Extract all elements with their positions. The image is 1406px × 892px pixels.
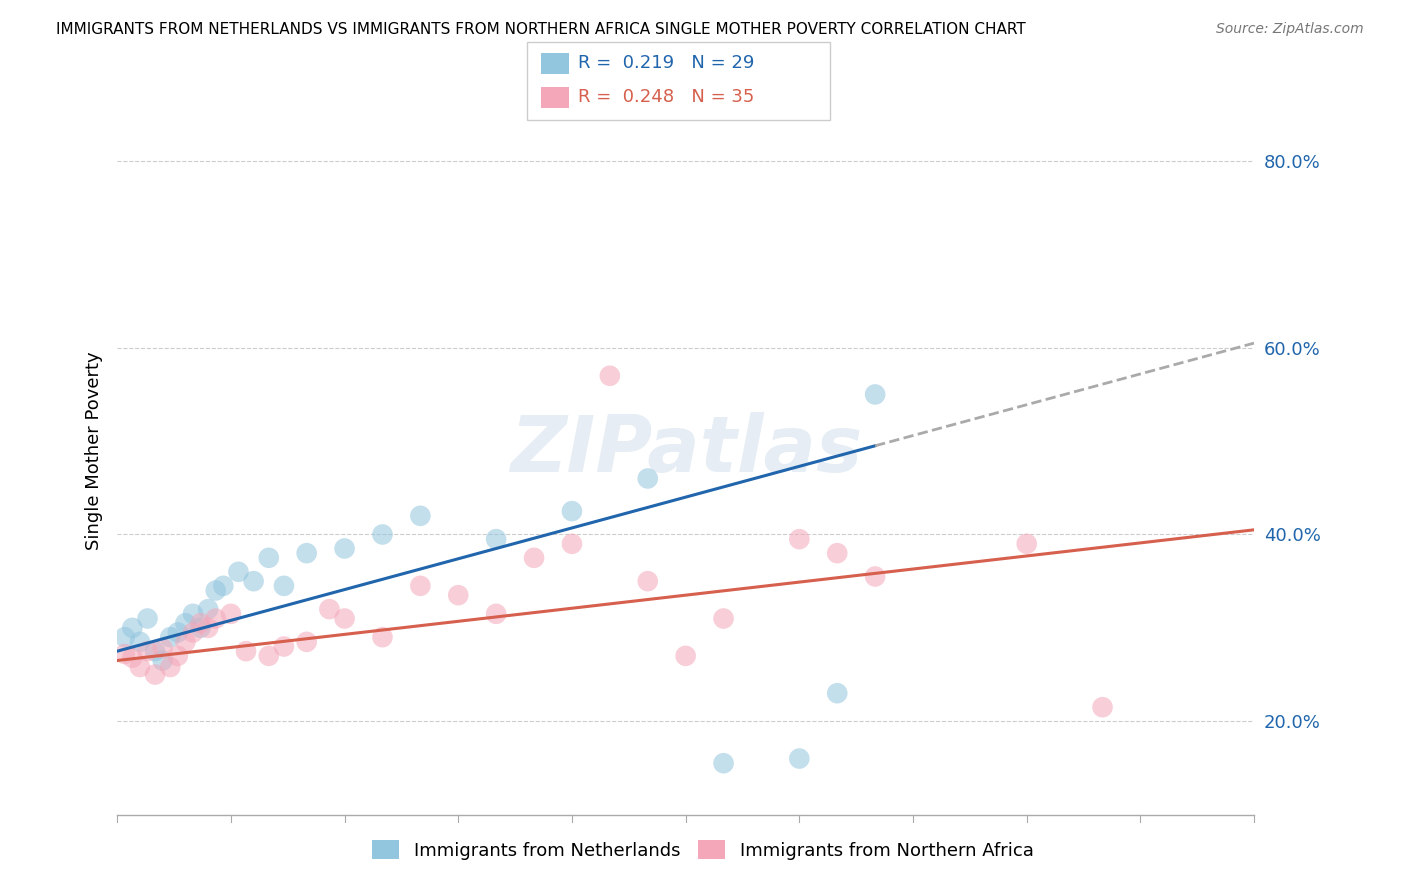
Point <box>152 641 174 656</box>
Point <box>318 602 340 616</box>
Point <box>273 640 295 654</box>
Point <box>174 616 197 631</box>
Point <box>1091 700 1114 714</box>
Point <box>174 635 197 649</box>
Point <box>228 565 250 579</box>
Point <box>242 574 264 589</box>
Point <box>143 644 166 658</box>
Point <box>121 621 143 635</box>
Point <box>197 621 219 635</box>
Point <box>485 607 508 621</box>
Point <box>409 579 432 593</box>
Y-axis label: Single Mother Poverty: Single Mother Poverty <box>86 351 103 549</box>
Point <box>447 588 470 602</box>
Point <box>333 541 356 556</box>
Point <box>273 579 295 593</box>
Point <box>190 621 212 635</box>
Point <box>114 630 136 644</box>
Text: ZIPatlas: ZIPatlas <box>509 412 862 489</box>
Point <box>561 537 583 551</box>
Point <box>159 660 181 674</box>
Point <box>129 635 152 649</box>
Point <box>197 602 219 616</box>
Point <box>333 611 356 625</box>
Point <box>825 686 848 700</box>
Point <box>863 569 886 583</box>
Point <box>789 751 811 765</box>
Point <box>637 574 659 589</box>
Point <box>235 644 257 658</box>
Point <box>789 532 811 546</box>
Point <box>257 550 280 565</box>
Point <box>523 550 546 565</box>
Legend: Immigrants from Netherlands, Immigrants from Northern Africa: Immigrants from Netherlands, Immigrants … <box>366 833 1040 867</box>
Point <box>825 546 848 560</box>
Point <box>143 667 166 681</box>
Text: Source: ZipAtlas.com: Source: ZipAtlas.com <box>1216 22 1364 37</box>
Point <box>371 630 394 644</box>
Point <box>181 625 204 640</box>
Text: IMMIGRANTS FROM NETHERLANDS VS IMMIGRANTS FROM NORTHERN AFRICA SINGLE MOTHER POV: IMMIGRANTS FROM NETHERLANDS VS IMMIGRANT… <box>56 22 1026 37</box>
Point <box>409 508 432 523</box>
Point <box>713 756 735 771</box>
Point <box>212 579 235 593</box>
Point <box>675 648 697 663</box>
Point <box>121 650 143 665</box>
Point <box>159 630 181 644</box>
Point <box>204 583 226 598</box>
Point <box>863 387 886 401</box>
Point <box>166 625 188 640</box>
Point <box>561 504 583 518</box>
Point <box>166 648 188 663</box>
Point <box>136 644 159 658</box>
Point <box>114 647 136 661</box>
Point <box>204 611 226 625</box>
Text: R =  0.219   N = 29: R = 0.219 N = 29 <box>578 54 754 72</box>
Point <box>295 635 318 649</box>
Point <box>371 527 394 541</box>
Point <box>485 532 508 546</box>
Point <box>152 653 174 667</box>
Point <box>129 660 152 674</box>
Point <box>257 648 280 663</box>
Text: R =  0.248   N = 35: R = 0.248 N = 35 <box>578 88 754 106</box>
Point <box>637 471 659 485</box>
Point <box>190 616 212 631</box>
Point <box>295 546 318 560</box>
Point <box>136 611 159 625</box>
Point <box>713 611 735 625</box>
Point <box>1015 537 1038 551</box>
Point <box>599 368 621 383</box>
Point <box>219 607 242 621</box>
Point <box>181 607 204 621</box>
